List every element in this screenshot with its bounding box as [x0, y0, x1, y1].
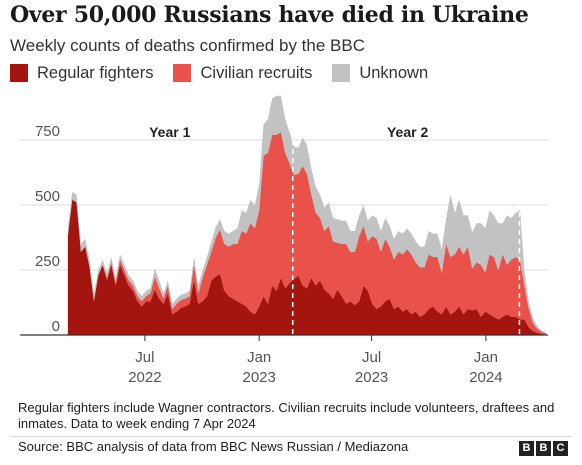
y-tick-label-750: 750	[35, 123, 60, 140]
x-tick-label-1-1: 2023	[242, 369, 275, 386]
legend-swatch-unknown	[332, 64, 351, 82]
area-regular	[67, 199, 547, 335]
legend-label-regular: Regular fighters	[37, 63, 154, 82]
x-tick-label-2-0: Jul	[362, 349, 381, 366]
legend-swatch-regular	[10, 64, 28, 82]
x-tick-label-0-0: Jul	[135, 349, 154, 366]
bbc-logo-block-1: B	[519, 441, 534, 456]
chart-note: Regular fighters include Wagner contract…	[18, 400, 555, 431]
y-tick-label-250: 250	[35, 253, 60, 270]
y-tick-label-500: 500	[35, 188, 60, 205]
chart-subtitle: Weekly counts of deaths confirmed by the…	[10, 36, 365, 55]
x-tick-label-0-1: 2022	[128, 369, 161, 386]
y-tick-label-0: 0	[52, 318, 60, 335]
legend-item-regular: Regular fighters	[10, 64, 153, 83]
footer-divider	[10, 436, 572, 437]
x-tick-label-3-0: Jan	[474, 349, 498, 366]
legend-item-unknown: Unknown	[332, 64, 428, 83]
bbc-logo-block-2: B	[536, 441, 551, 456]
area-chart: 0 250 500 750 Year 1 Year 2 Jul 2022 Jan 2023 Jul 2…	[20, 95, 548, 386]
area-civilian	[67, 132, 547, 335]
legend-label-civilian: Civilian recruits	[200, 63, 313, 82]
x-tick-label-1-0: Jan	[247, 349, 271, 366]
source-text: Source: BBC analysis of data from BBC Ne…	[18, 439, 409, 454]
legend-swatch-civilian	[173, 64, 192, 82]
area-unknown	[67, 95, 547, 334]
period-label-2: Year 2	[387, 124, 428, 140]
x-tick-label-2-1: 2023	[355, 369, 388, 386]
legend: Regular fighters Civilian recruits Unkno…	[10, 62, 448, 84]
bbc-logo-block-3: C	[553, 441, 568, 456]
bbc-logo: B B C	[517, 441, 568, 456]
legend-label-unknown: Unknown	[359, 63, 429, 82]
legend-item-civilian: Civilian recruits	[173, 64, 312, 83]
chart-title: Over 50,000 Russians have died in Ukrain…	[10, 2, 529, 28]
period-label-1: Year 1	[149, 124, 190, 140]
x-tick-label-3-1: 2024	[469, 369, 502, 386]
